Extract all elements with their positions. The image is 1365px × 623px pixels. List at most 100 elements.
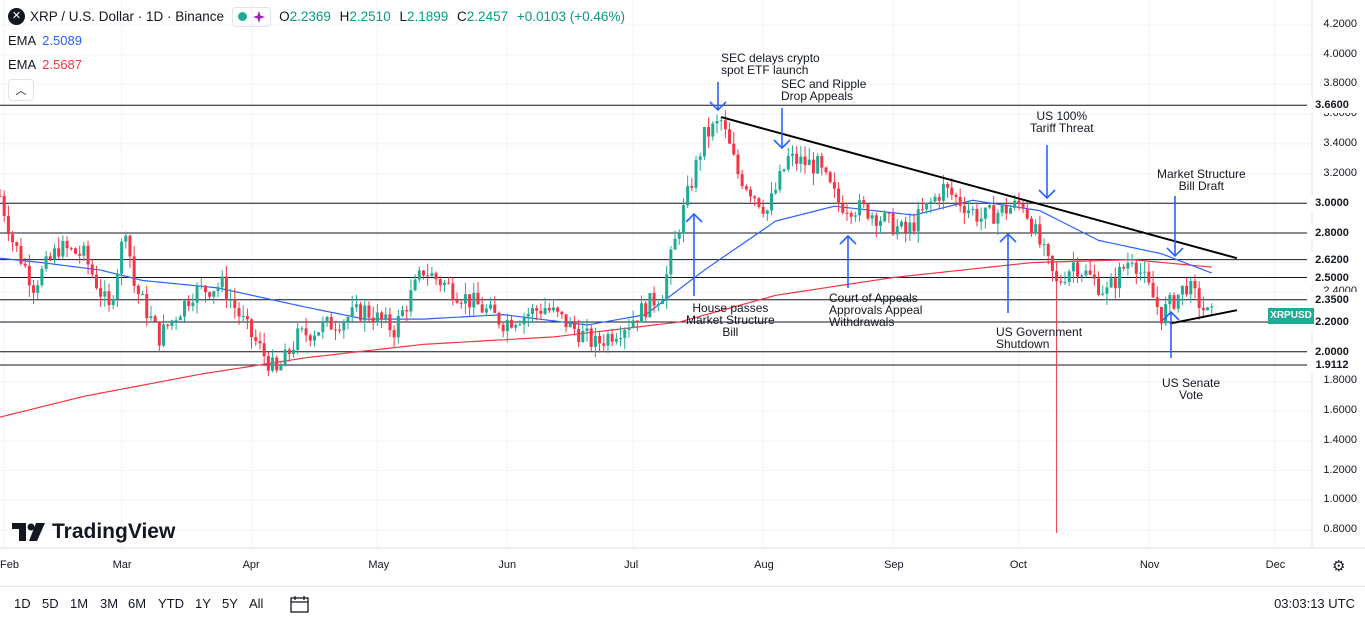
candle-body — [413, 279, 417, 291]
candle-body — [920, 209, 924, 211]
timeframe-ytd[interactable]: YTD — [158, 596, 184, 611]
candle-body — [1164, 304, 1168, 324]
candle-body — [463, 294, 467, 304]
ema-fast-label: EMA — [8, 33, 37, 48]
candle-body — [627, 327, 631, 331]
candle-body — [983, 207, 987, 219]
time-tick-label: Jul — [624, 559, 639, 571]
market-open-icon — [238, 12, 248, 21]
level-price-tag: 2.3500 — [1307, 291, 1357, 308]
candle-body — [614, 338, 618, 342]
candle-body — [874, 215, 878, 226]
timeframe-5d[interactable]: 5D — [42, 596, 59, 611]
timeframe-all[interactable]: All — [249, 596, 264, 611]
candle-body — [145, 294, 149, 319]
candle-body — [765, 210, 769, 214]
ema-fast-legend[interactable]: EMA 2.5089 — [8, 30, 630, 51]
candle-body — [841, 203, 845, 213]
candle-body — [1097, 278, 1101, 295]
candle-body — [1109, 278, 1113, 288]
candle-body — [279, 366, 283, 371]
candle-body — [593, 335, 597, 347]
price-tick-label: 4.2000 — [1323, 18, 1357, 30]
ema-slow-line — [0, 259, 1212, 418]
candle-body — [342, 321, 346, 331]
status-badge[interactable] — [232, 6, 272, 27]
candle-body — [325, 317, 329, 322]
candle-body — [380, 312, 384, 320]
candle-body — [90, 264, 94, 275]
gear-icon[interactable]: ⚙ — [1332, 558, 1346, 575]
tradingview-logo[interactable]: TradingView — [12, 520, 175, 544]
candle-body — [86, 245, 90, 265]
candle-body — [36, 285, 40, 293]
trendline — [720, 116, 1238, 260]
candle-body — [317, 332, 321, 336]
candle-body — [241, 316, 245, 318]
level-price-tag: 2.5000 — [1307, 269, 1357, 286]
candle-body — [988, 205, 992, 208]
candle-body — [644, 303, 648, 318]
candle-body — [547, 308, 551, 311]
timeframe-3m[interactable]: 3M — [100, 596, 119, 611]
candle-body — [899, 221, 903, 227]
candle-body — [124, 235, 128, 242]
candle-body — [99, 288, 103, 297]
candle-body — [472, 292, 476, 308]
candle-body — [1101, 293, 1105, 295]
candle-body — [44, 256, 48, 269]
price-chart[interactable] — [0, 0, 1365, 586]
candle-body — [229, 299, 233, 301]
date-range-icon[interactable] — [290, 595, 310, 613]
candle-body — [350, 307, 354, 318]
timeframe-1y[interactable]: 1Y — [195, 596, 211, 611]
candle-body — [652, 293, 656, 306]
candle-body — [925, 202, 929, 210]
close-label: C — [457, 9, 467, 24]
annotation-market-structure: Market Structure Bill Draft — [1157, 167, 1246, 193]
candle-body — [811, 159, 815, 174]
candle-body — [430, 273, 434, 277]
arrow-market-structure-head — [1166, 247, 1184, 258]
candle-body — [405, 310, 409, 312]
candle-body — [1021, 203, 1025, 209]
candle-body — [971, 208, 975, 211]
timeframe-1m[interactable]: 1M — [70, 596, 89, 611]
close-value: 2.2457 — [466, 9, 509, 24]
timeframe-1d[interactable]: 1D — [14, 596, 31, 611]
time-tick-label: Feb — [0, 559, 19, 571]
collapse-legend-button[interactable]: ︿ — [8, 79, 34, 101]
candle-body — [141, 294, 145, 296]
candle-body — [178, 316, 182, 321]
candle-body — [11, 234, 15, 243]
timeframe-5y[interactable]: 5Y — [222, 596, 238, 611]
annotation-court-appeals: Court of Appeals Approvals Appeal Withdr… — [829, 291, 923, 329]
candle-body — [287, 349, 291, 355]
candle-body — [1038, 224, 1042, 245]
candle-body — [329, 317, 333, 330]
candle-body — [1168, 295, 1172, 305]
candle-body — [1206, 307, 1210, 311]
candle-body — [363, 305, 367, 321]
candle-body — [1113, 278, 1117, 289]
candle-body — [254, 337, 258, 342]
candle-body — [23, 263, 27, 266]
arrow-us-shutdown-head — [999, 232, 1017, 243]
candle-body — [799, 156, 803, 164]
candle-body — [975, 208, 979, 222]
candle-body — [518, 324, 522, 326]
clock-utc[interactable]: 03:03:13 UTC — [1274, 596, 1355, 611]
annotation-house-passes: House passes Market Structure Bill — [686, 301, 775, 339]
candle-body — [656, 303, 660, 306]
candle-body — [539, 310, 543, 314]
candle-body — [635, 320, 639, 323]
ema-slow-legend[interactable]: EMA 2.5687 — [8, 54, 630, 75]
time-tick-label: Sep — [884, 559, 904, 571]
timeframe-6m[interactable]: 6M — [128, 596, 147, 611]
candle-body — [954, 194, 958, 197]
symbol-title[interactable]: XRP / U.S. Dollar · 1D · Binance — [30, 9, 225, 24]
candle-body — [1138, 272, 1142, 274]
candle-body — [933, 196, 937, 202]
candle-body — [535, 308, 539, 311]
candle-body — [531, 308, 535, 314]
